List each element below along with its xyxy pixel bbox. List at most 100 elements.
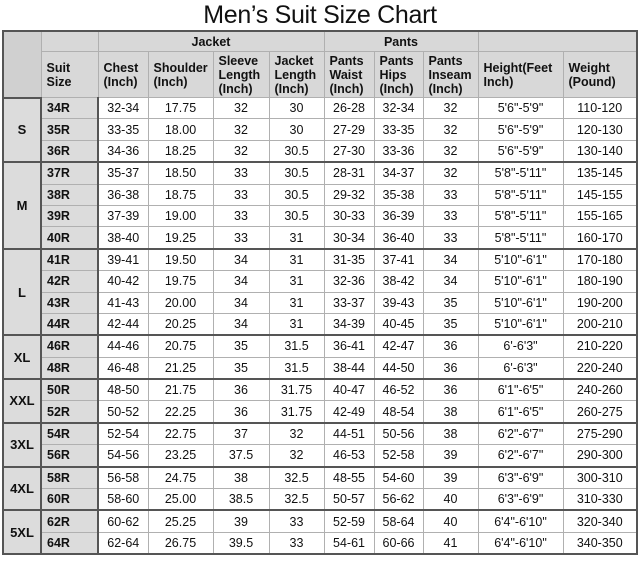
column-header: Height(Feet Inch) — [477, 51, 564, 98]
table-cell: 44-50 — [373, 356, 424, 380]
table-cell: 31.5 — [268, 356, 325, 380]
size-group-label: 5XL — [2, 509, 42, 556]
table-cell: 34-36 — [97, 139, 149, 163]
size-group-label: XXL — [2, 378, 42, 424]
table-cell: 36 — [422, 378, 479, 402]
table-cell: 32 — [268, 422, 325, 446]
table-cell: 38-42 — [373, 270, 424, 293]
table-cell: 36-39 — [373, 204, 424, 228]
table-cell: 145-155 — [562, 183, 638, 206]
table-cell: 54-60 — [373, 466, 424, 490]
table-cell: 290-300 — [562, 444, 638, 468]
table-cell: 46-52 — [373, 378, 424, 402]
table-cell: 37-41 — [373, 248, 424, 272]
table-cell: 300-310 — [562, 466, 638, 490]
table-cell: 240-260 — [562, 378, 638, 402]
table-cell: 19.50 — [147, 248, 214, 272]
column-header: Pants Inseam (Inch) — [422, 51, 479, 98]
table-cell: 34 — [212, 248, 270, 272]
table-cell: 31 — [268, 270, 325, 293]
table-cell: 5'6"-5'9" — [477, 96, 564, 120]
table-cell: 40-47 — [323, 378, 375, 402]
table-cell: 6'2"-6'7" — [477, 444, 564, 468]
table-cell: 52-58 — [373, 444, 424, 468]
table-cell: 33 — [422, 204, 479, 228]
table-cell: 34 — [212, 291, 270, 314]
table-cell: 33 — [212, 226, 270, 250]
table-cell: 5'10"-6'1" — [477, 270, 564, 293]
table-cell: 25.00 — [147, 488, 214, 511]
table-cell: 50-52 — [97, 400, 149, 424]
table-cell: 36-40 — [373, 226, 424, 250]
table-row: 36R 34-36 18.25 32 30.5 27-30 33-36 32 5'6"-5'9"… — [3, 139, 638, 163]
table-cell: 33-35 — [373, 118, 424, 141]
suit-size-cell: 52R — [40, 400, 99, 424]
table-cell: 30.5 — [268, 139, 325, 163]
table-cell: 32 — [422, 96, 479, 120]
suit-size-cell: 40R — [40, 226, 99, 250]
table-cell: 35 — [212, 334, 270, 358]
size-group-label: M — [2, 161, 42, 250]
table-cell: 190-200 — [562, 291, 638, 314]
suit-size-cell: 42R — [40, 270, 99, 293]
table-cell: 54-61 — [323, 531, 375, 555]
table-cell: 17.75 — [147, 96, 214, 120]
suit-size-cell: 34R — [40, 96, 99, 120]
table-cell: 58-64 — [373, 509, 424, 533]
table-cell: 30-33 — [323, 204, 375, 228]
table-cell: 39 — [422, 444, 479, 468]
table-cell: 275-290 — [562, 422, 638, 446]
suit-size-cell: 43R — [40, 291, 99, 314]
table-cell: 32-34 — [97, 96, 149, 120]
table-cell: 320-340 — [562, 509, 638, 533]
table-cell: 21.75 — [147, 378, 214, 402]
table-cell: 39-43 — [373, 291, 424, 314]
table-cell: 310-330 — [562, 488, 638, 511]
table-cell: 26-28 — [323, 96, 375, 120]
table-cell: 58-60 — [97, 488, 149, 511]
table-cell: 19.00 — [147, 204, 214, 228]
suit-size-cell: 38R — [40, 183, 99, 206]
column-header: Pants Hips (Inch) — [373, 51, 424, 98]
table-row: 3XL 54R 52-54 22.75 37 32 44-51 50-56 38 6'2"-6'7… — [2, 421, 638, 468]
table-cell: 31.5 — [268, 334, 325, 358]
table-cell: 5'6"-5'9" — [477, 139, 564, 163]
table-cell: 130-140 — [562, 139, 638, 163]
header-blank-right — [477, 30, 638, 52]
table-cell: 32 — [268, 444, 325, 468]
table-cell: 25.25 — [147, 509, 214, 533]
column-header: Shoulder (Inch) — [147, 51, 214, 98]
table-cell: 33 — [212, 183, 270, 206]
table-cell: 31 — [268, 248, 325, 272]
table-row: 40R 38-40 19.25 33 31 30-34 36-40 33 5'8"-5'11" 1… — [3, 226, 638, 250]
column-header: Weight (Pound) — [562, 51, 638, 98]
table-cell: 36 — [212, 400, 270, 424]
table-cell: 155-165 — [562, 204, 638, 228]
column-header: Jacket Length (Inch) — [268, 51, 325, 98]
size-group-label: S — [2, 96, 42, 164]
table-cell: 22.75 — [147, 422, 214, 446]
table-cell: 31-35 — [323, 248, 375, 272]
table-cell: 18.00 — [147, 118, 214, 141]
table-cell: 38.5 — [212, 488, 270, 511]
table-cell: 120-130 — [562, 118, 638, 141]
suit-size-cell: 56R — [40, 444, 99, 468]
table-cell: 36-38 — [97, 183, 149, 206]
table-cell: 170-180 — [562, 248, 638, 272]
table-cell: 220-240 — [562, 356, 638, 380]
suit-size-cell: 64R — [40, 531, 99, 555]
table-cell: 44-46 — [97, 334, 149, 358]
table-cell: 260-275 — [562, 400, 638, 424]
table-cell: 33 — [422, 226, 479, 250]
column-header: Chest (Inch) — [97, 51, 149, 98]
table-cell: 42-44 — [97, 312, 149, 336]
table-cell: 160-170 — [562, 226, 638, 250]
table-cell: 39-41 — [97, 248, 149, 272]
table-cell: 5'6"-5'9" — [477, 118, 564, 141]
table-cell: 42-47 — [373, 334, 424, 358]
table-cell: 24.75 — [147, 466, 214, 490]
suit-size-cell: 37R — [40, 161, 99, 185]
size-chart-table: Jacket Pants Suit Size Chest (Inch) Should… — [2, 30, 638, 556]
table-cell: 32 — [212, 96, 270, 120]
suit-size-cell: 36R — [40, 139, 99, 163]
